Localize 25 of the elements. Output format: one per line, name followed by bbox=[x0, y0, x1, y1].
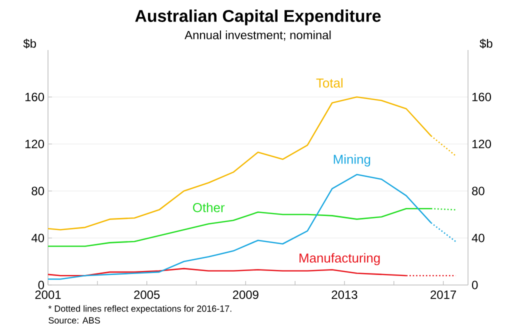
series-label: Mining bbox=[334, 154, 370, 166]
chart-subtitle: Annual investment; nominal bbox=[184, 30, 331, 41]
series-label: Other bbox=[193, 202, 225, 212]
series-label: Manufacturing bbox=[300, 253, 380, 266]
chart-title: Australian Capital Expenditure bbox=[135, 10, 381, 26]
y-tick-label: 120 bbox=[25, 140, 44, 148]
x-tick-label: 2005 bbox=[134, 290, 160, 299]
y-axis-title: $b bbox=[23, 38, 36, 48]
x-tick-label: 2009 bbox=[232, 290, 258, 299]
y2-tick-label: 120 bbox=[472, 140, 492, 148]
text: * Dotted lines reflect expectations for 2016-17. bbox=[48, 305, 232, 314]
y-tick-label: 80 bbox=[32, 186, 44, 196]
y-tick-label: 160 bbox=[25, 92, 44, 102]
source-note: Source: ABS bbox=[48, 317, 100, 324]
x-tick-label: 2013 bbox=[332, 290, 358, 299]
y2-tick-label: 0 bbox=[472, 280, 478, 290]
y-tick-label: 0 bbox=[38, 280, 44, 290]
x-tick-label: 2017 bbox=[430, 290, 456, 299]
y2-axis-title: $b bbox=[480, 38, 492, 48]
series-label: Total bbox=[316, 78, 342, 88]
y2-tick-label: 160 bbox=[472, 92, 492, 102]
y2-tick-label: 80 bbox=[472, 186, 484, 196]
y2-tick-label: 40 bbox=[472, 234, 484, 242]
y-tick-label: 40 bbox=[31, 234, 44, 242]
x-tick-label: 2001 bbox=[35, 290, 61, 299]
